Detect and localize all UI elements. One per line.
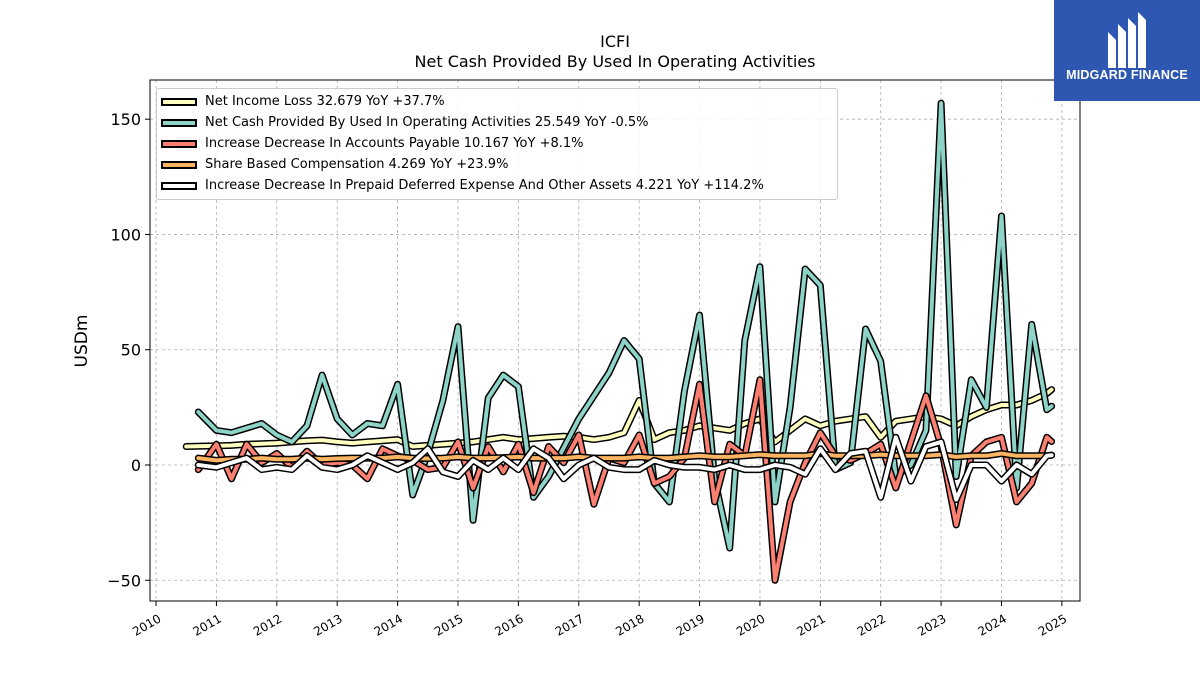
x-tick-label: 2010	[130, 611, 163, 638]
x-tick-label: 2018	[613, 611, 646, 638]
x-tick-label: 2024	[976, 611, 1009, 638]
series-outline-2	[194, 376, 1056, 584]
legend-swatch	[161, 97, 197, 106]
y-tick-label: 0	[131, 456, 141, 475]
legend-item: Share Based Compensation 4.269 YoY +23.9…	[157, 154, 508, 175]
chart-title: ICFI	[600, 32, 630, 51]
legend-item: Increase Decrease In Accounts Payable 10…	[157, 133, 584, 154]
series-lines	[182, 99, 1056, 584]
x-tick-label: 2011	[190, 611, 223, 638]
legend-label: Net Income Loss 32.679 YoY +37.7%	[205, 94, 445, 109]
x-tick-label: 2025	[1036, 611, 1069, 638]
y-tick-label: 100	[110, 225, 141, 244]
x-tick-label: 2020	[734, 611, 767, 638]
x-tick-label: 2022	[855, 611, 888, 638]
x-tick-label: 2013	[311, 611, 344, 638]
legend-label: Increase Decrease In Accounts Payable 10…	[205, 136, 584, 151]
legend-item: Net Income Loss 32.679 YoY +37.7%	[157, 91, 445, 112]
logo-text: MIDGARD FINANCE	[1066, 68, 1188, 82]
y-tick-label: −50	[107, 571, 141, 590]
legend-swatch	[161, 160, 197, 169]
x-tick-label: 2021	[794, 611, 827, 638]
legend-swatch	[161, 139, 197, 148]
legend-label: Net Cash Provided By Used In Operating A…	[205, 115, 649, 130]
series-line-4	[196, 435, 1054, 502]
x-tick-label: 2019	[674, 611, 707, 638]
plot-frame	[149, 79, 1081, 602]
x-tick-label: 2017	[553, 611, 586, 638]
brand-logo: MIDGARD FINANCE	[1054, 0, 1200, 101]
y-tick-label: 50	[121, 341, 141, 360]
legend-label: Increase Decrease In Prepaid Deferred Ex…	[205, 178, 764, 193]
x-tick-label: 2023	[915, 611, 948, 638]
x-tick-label: 2015	[432, 611, 465, 638]
legend-item: Net Cash Provided By Used In Operating A…	[157, 112, 648, 133]
legend-swatch	[161, 181, 197, 190]
x-tick-label: 2016	[492, 611, 525, 638]
legend-swatch	[161, 118, 197, 127]
chart-subtitle: Net Cash Provided By Used In Operating A…	[414, 52, 816, 71]
legend-item: Increase Decrease In Prepaid Deferred Ex…	[157, 175, 764, 196]
series-line-1	[196, 101, 1054, 550]
x-tick-label: 2014	[372, 611, 405, 638]
y-axis-label: USDm	[72, 315, 92, 368]
x-tick-label: 2012	[251, 611, 284, 638]
y-tick-label: 150	[110, 110, 141, 129]
legend: Net Income Loss 32.679 YoY +37.7% Net Ca…	[156, 88, 838, 200]
logo-mark-icon	[1108, 12, 1146, 68]
legend-label: Share Based Compensation 4.269 YoY +23.9…	[205, 157, 509, 172]
